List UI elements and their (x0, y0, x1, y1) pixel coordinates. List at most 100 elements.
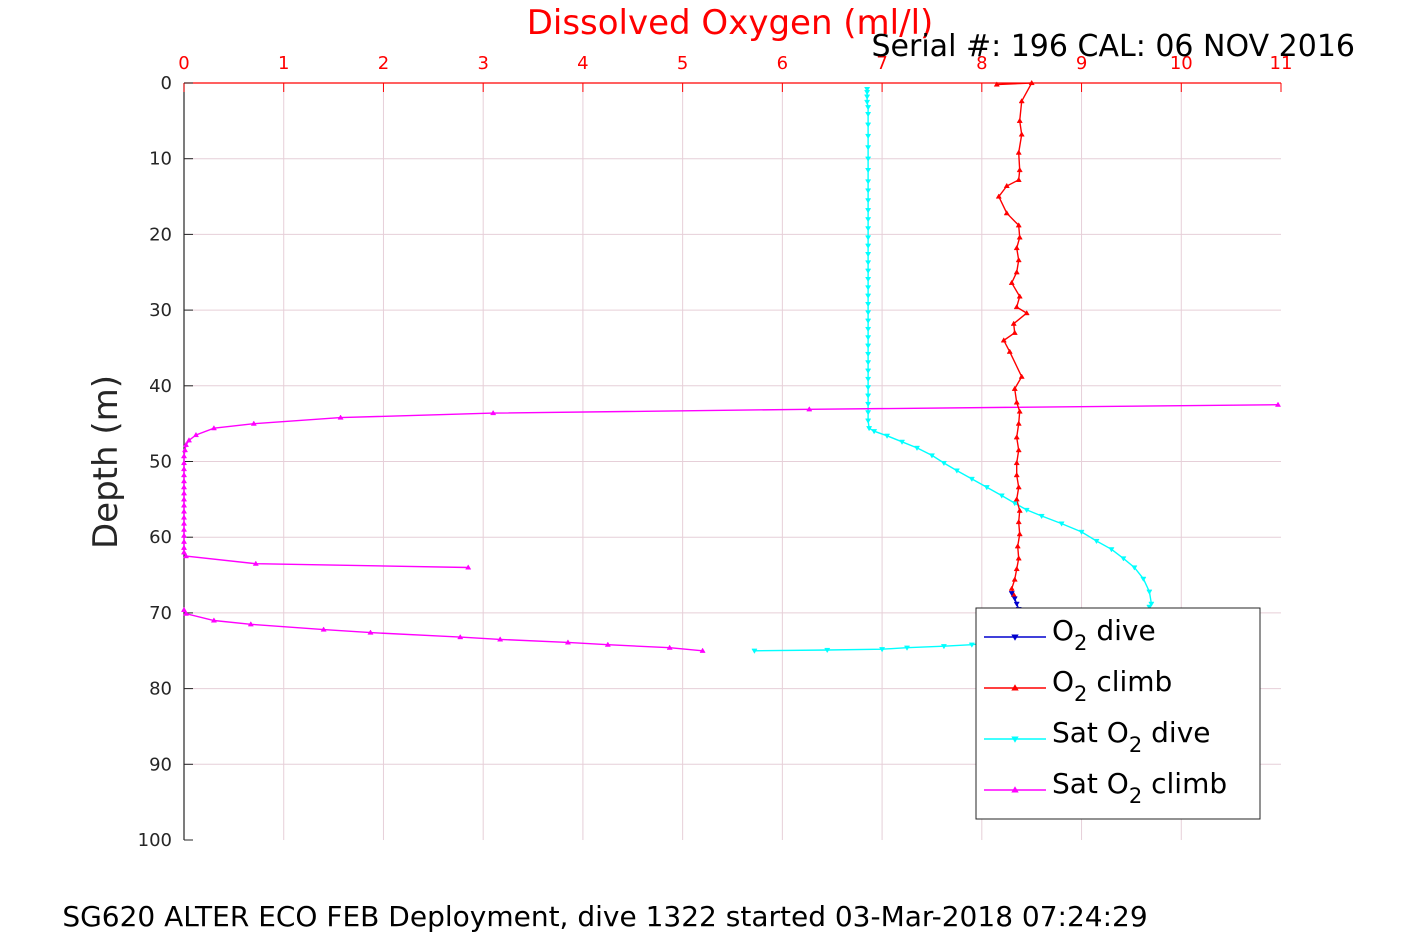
data-point-sat-o2-climb-bottom-segment (497, 636, 504, 642)
data-point-sat-o2-climb (210, 425, 217, 431)
y-tick-label: 0 (161, 73, 172, 94)
data-point-o2-climb (1015, 484, 1022, 490)
data-point-sat-o2-dive (865, 351, 872, 358)
data-point-o2-climb (1015, 555, 1022, 561)
data-point-sat-o2-dive (1058, 521, 1065, 527)
data-point-o2-climb (1016, 408, 1023, 414)
data-point-o2-climb (1013, 565, 1020, 572)
data-point-o2-climb (1003, 182, 1010, 189)
data-point-sat-o2-climb (180, 526, 188, 532)
data-point-sat-o2-climb (806, 406, 813, 412)
y-tick-label: 60 (149, 527, 172, 548)
data-point-o2-climb (1013, 434, 1020, 440)
legend-label-o2-dive: O2 dive (1052, 614, 1156, 655)
data-point-sat-o2-climb (180, 538, 188, 544)
data-point-sat-o2-climb-bottom-segment (180, 606, 188, 612)
data-point-sat-o2-dive (865, 145, 872, 151)
data-point-sat-o2-dive (865, 122, 872, 128)
data-point-sat-o2-dive (865, 410, 872, 416)
x-tick-label: 4 (577, 53, 588, 74)
data-point-sat-o2-climb (490, 409, 497, 416)
x-tick-label: 0 (178, 53, 189, 74)
data-point-sat-o2-dive-bottom-segment (751, 648, 758, 654)
data-point-o2-climb (1011, 329, 1018, 335)
data-point-sat-o2-climb (180, 549, 188, 555)
data-point-o2-climb (1003, 210, 1010, 216)
data-point-sat-o2-dive (865, 252, 872, 258)
data-point-sat-o2-dive (998, 493, 1005, 499)
data-point-sat-o2-dive (865, 376, 872, 383)
data-point-o2-climb (1016, 117, 1023, 123)
data-point-sat-o2-climb (192, 431, 200, 438)
data-point-o2-climb (1016, 293, 1023, 299)
data-point-o2-climb (1013, 496, 1020, 502)
data-point-sat-o2-dive (865, 167, 872, 174)
data-point-o2-climb (1016, 507, 1023, 513)
y-axis-label: Depth (m) (86, 375, 126, 549)
data-point-sat-o2-dive (865, 360, 872, 366)
data-point-sat-o2-climb (180, 520, 188, 526)
data-point-o2-climb (995, 193, 1002, 199)
data-point-sat-o2-climb (252, 560, 259, 566)
data-point-o2-climb (1013, 459, 1020, 466)
data-point-sat-o2-climb (180, 502, 188, 508)
data-point-o2-climb (1010, 320, 1017, 326)
legend-label-sat-o2-climb: Sat O2 climb (1052, 767, 1227, 808)
data-point-sat-o2-dive (1120, 556, 1127, 562)
data-point-sat-o2-climb (337, 414, 344, 420)
data-point-sat-o2-climb (181, 447, 189, 453)
data-point-o2-climb (1016, 531, 1023, 537)
data-point-sat-o2-dive-bottom-segment (968, 642, 975, 648)
data-point-o2-climb (1013, 399, 1020, 405)
data-point-sat-o2-climb (180, 478, 188, 484)
y-tick-label: 40 (149, 376, 172, 397)
x-tick-label: 2 (378, 53, 389, 74)
data-point-sat-o2-dive (865, 208, 872, 214)
data-point-o2-climb (993, 81, 1000, 87)
data-point-sat-o2-dive (865, 243, 872, 249)
data-point-sat-o2-climb (180, 514, 188, 520)
data-point-o2-dive (1011, 596, 1018, 602)
data-point-sat-o2-dive (865, 418, 872, 424)
y-tick-label: 90 (149, 754, 172, 775)
data-point-o2-climb (1011, 385, 1018, 391)
data-point-o2-climb (1013, 269, 1020, 275)
figure-caption: SG620 ALTER ECO FEB Deployment, dive 132… (62, 900, 1147, 933)
data-point-o2-climb (1015, 420, 1022, 426)
data-point-sat-o2-dive (864, 94, 871, 100)
data-point-o2-climb (1016, 234, 1023, 240)
data-point-o2-climb (1023, 310, 1030, 316)
data-point-sat-o2-climb-bottom-segment (182, 610, 190, 616)
legend-box (975, 607, 1261, 820)
data-point-sat-o2-dive (865, 385, 872, 391)
series-line-sat-o2-climb-bottom-segment (183, 609, 703, 652)
data-point-sat-o2-dive (928, 453, 935, 459)
data-point-o2-climb (1015, 447, 1022, 453)
data-point-sat-o2-climb (182, 553, 190, 559)
data-point-sat-o2-dive (865, 368, 872, 374)
data-point-sat-o2-dive (864, 99, 871, 106)
legend-marker-sat-o2-dive (1011, 736, 1019, 743)
series-line-sat-o2-dive (866, 89, 1153, 608)
x-tick-label: 8 (976, 53, 987, 74)
data-point-sat-o2-dive (865, 133, 872, 140)
data-point-sat-o2-dive (865, 318, 872, 324)
data-point-sat-o2-dive (865, 179, 872, 185)
data-point-sat-o2-dive (865, 268, 872, 274)
data-point-sat-o2-climb (182, 441, 190, 447)
x-tick-label: 5 (677, 53, 688, 74)
data-point-sat-o2-dive (940, 460, 947, 467)
data-point-sat-o2-dive (968, 476, 975, 483)
data-point-sat-o2-dive (1078, 529, 1085, 535)
data-point-o2-dive (1008, 591, 1015, 597)
data-point-o2-climb (1008, 585, 1015, 591)
data-point-sat-o2-climb-bottom-segment (210, 617, 217, 623)
data-point-o2-climb (1011, 576, 1018, 582)
data-point-sat-o2-climb (180, 508, 188, 514)
data-point-sat-o2-dive (898, 439, 906, 445)
data-point-sat-o2-dive (1108, 547, 1115, 553)
data-point-sat-o2-dive (1038, 513, 1045, 520)
data-point-sat-o2-climb (180, 484, 188, 490)
data-point-o2-climb (1014, 543, 1021, 549)
